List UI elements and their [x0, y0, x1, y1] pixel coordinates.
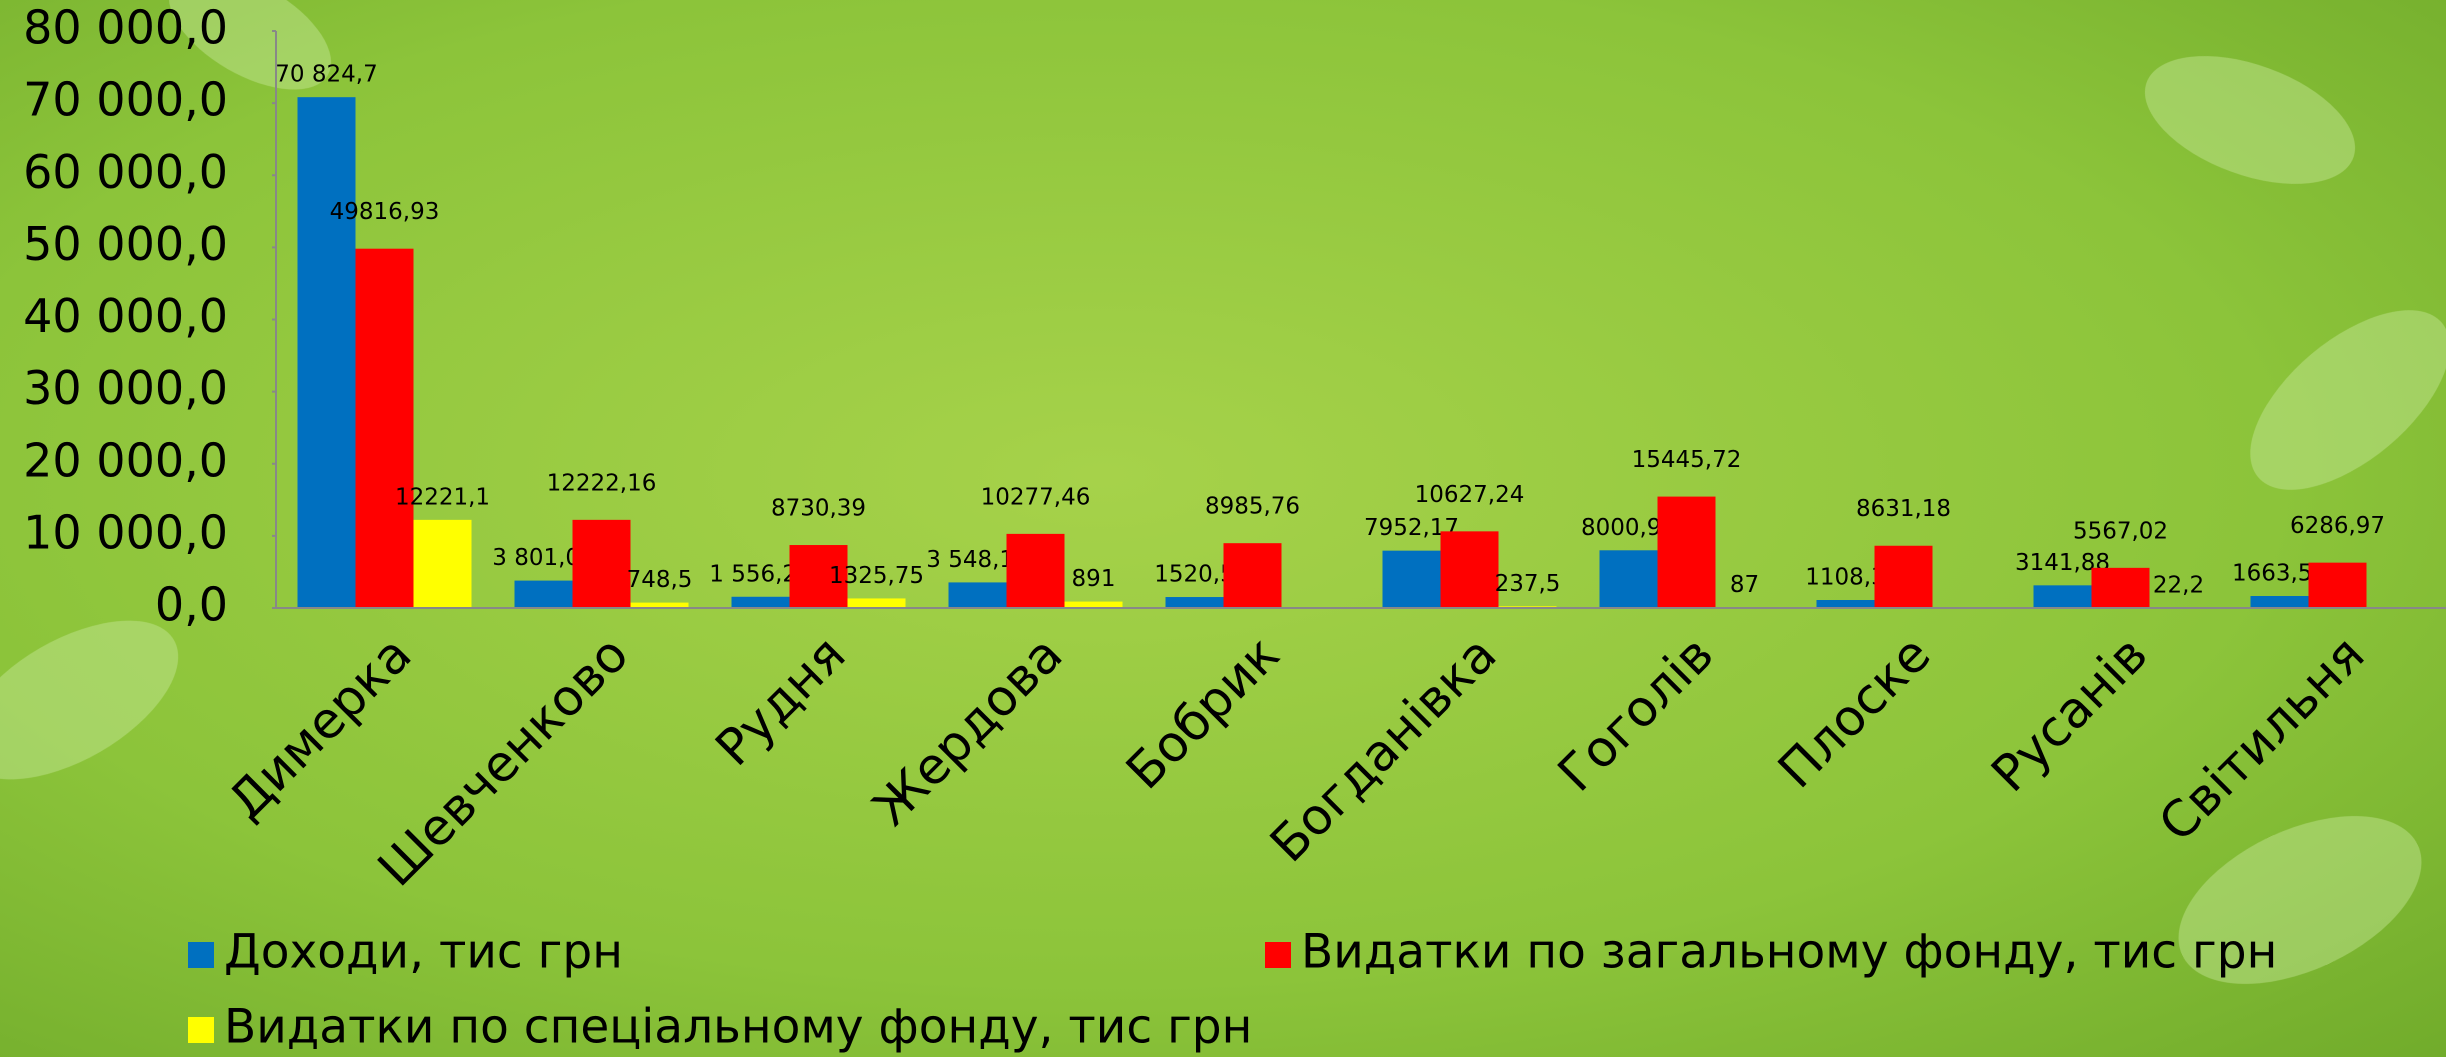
y-tick-label: 60 000,0 — [23, 145, 228, 199]
data-label: 1325,75 — [829, 563, 924, 589]
bar — [1382, 550, 1441, 608]
data-label: 237,5 — [1495, 571, 1561, 597]
butterflies — [0, 0, 2446, 984]
bar — [2308, 562, 2367, 608]
bar — [1006, 533, 1065, 608]
data-label: 10627,24 — [1415, 482, 1525, 508]
bar — [948, 582, 1007, 608]
bar — [2091, 567, 2150, 608]
bar — [2033, 585, 2092, 608]
bar — [413, 519, 472, 608]
data-label: 49816,93 — [330, 199, 440, 225]
bar — [2250, 596, 2309, 608]
data-label: 12221,1 — [395, 484, 490, 510]
legend-label: Доходи, тис грн — [224, 925, 623, 980]
bar — [1874, 545, 1933, 608]
data-label: 12222,16 — [547, 470, 657, 496]
data-label: 87 — [1730, 572, 1759, 598]
bar — [630, 602, 689, 608]
bar — [1064, 601, 1123, 608]
y-tick-label: 0,0 — [155, 578, 228, 632]
bar — [572, 519, 631, 608]
data-label: 891 — [1072, 566, 1116, 592]
data-label: 22,2 — [2153, 572, 2204, 598]
bar — [789, 545, 848, 608]
legend-swatch — [1265, 942, 1291, 968]
bar — [1165, 597, 1224, 608]
data-label: 5567,02 — [2073, 518, 2168, 544]
data-label: 8631,18 — [1856, 496, 1951, 522]
bar — [1657, 496, 1716, 608]
y-tick-label: 30 000,0 — [23, 361, 228, 415]
legend-swatch — [188, 1017, 214, 1043]
bar — [1599, 550, 1658, 608]
y-tick-label: 40 000,0 — [23, 289, 228, 343]
legend-label: Видатки по загальному фонду, тис грн — [1301, 925, 2277, 980]
bar — [1816, 600, 1875, 608]
data-label: 8730,39 — [771, 496, 866, 522]
bar — [514, 580, 573, 608]
legend-swatch — [188, 942, 214, 968]
data-label: 1108,3 — [1805, 565, 1885, 591]
data-label: 10277,46 — [981, 484, 1091, 510]
bar — [355, 248, 414, 609]
data-label: 8985,76 — [1205, 494, 1300, 520]
bar — [1223, 543, 1282, 608]
bar — [1440, 531, 1499, 608]
legend-label: Видатки по спеціальному фонду, тис грн — [224, 1000, 1252, 1055]
y-tick-label: 10 000,0 — [23, 505, 228, 559]
bar — [847, 598, 906, 608]
data-label: 748,5 — [627, 567, 693, 593]
data-label: 70 824,7 — [275, 62, 377, 88]
data-label: 6286,97 — [2290, 513, 2385, 539]
y-tick-label: 50 000,0 — [23, 217, 228, 271]
data-label: 1520,5 — [1154, 562, 1234, 588]
data-label: 15445,72 — [1632, 447, 1742, 473]
y-tick-label: 70 000,0 — [23, 73, 228, 127]
bar — [297, 97, 356, 608]
y-tick-label: 20 000,0 — [23, 433, 228, 487]
bar — [731, 596, 790, 608]
y-tick-label: 80 000,0 — [23, 1, 228, 55]
